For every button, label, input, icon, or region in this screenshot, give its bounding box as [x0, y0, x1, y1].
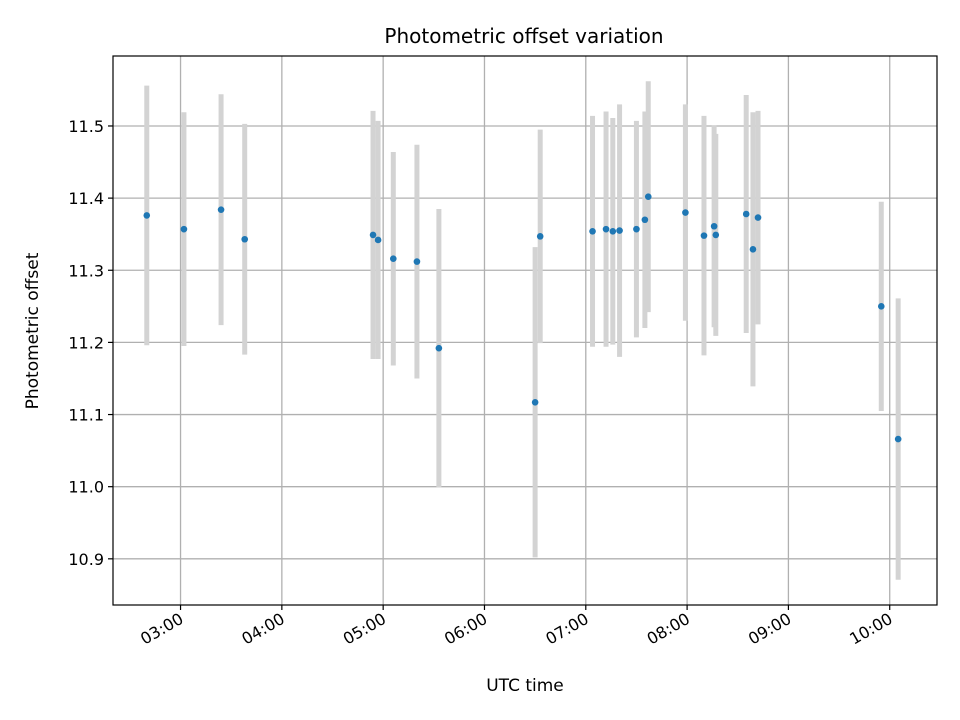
data-point: [633, 225, 640, 233]
y-tick-label: 11.2: [68, 333, 104, 352]
data-point: [710, 222, 718, 230]
data-point: [217, 206, 225, 213]
data-point: [180, 225, 188, 233]
y-tick-label: 11.0: [68, 478, 104, 497]
x-axis-ticks: 03:00 04:00 05:00 06:00 07:00 08:00 09:00 10:00: [137, 605, 896, 649]
y-tick-label: 11.3: [68, 261, 104, 280]
data-point: [616, 227, 623, 234]
data-point: [413, 258, 421, 265]
x-tick-label: 06:00: [441, 609, 490, 649]
x-tick-label: 04:00: [238, 609, 287, 649]
data-point: [712, 231, 720, 239]
plot-frame: [112, 55, 938, 606]
x-tick-label: 03:00: [137, 609, 186, 649]
data-point: [369, 231, 377, 239]
data-point: [435, 344, 443, 352]
data-point: [749, 246, 757, 253]
y-axis-label: Photometric offset: [23, 252, 43, 409]
chart-title: Photometric offset variation: [384, 24, 663, 48]
y-tick-label: 11.1: [68, 406, 104, 425]
y-axis-ticks: 10.9 11.0 11.1 11.2 11.3 11.4 11.5: [68, 117, 113, 569]
error-bars: [144, 81, 901, 580]
data-point: [682, 209, 689, 216]
data-point: [374, 236, 382, 244]
data-point: [894, 435, 902, 443]
data-point: [536, 233, 544, 240]
data-point: [644, 193, 652, 200]
x-tick-label: 05:00: [340, 609, 389, 649]
y-tick-label: 11.5: [68, 117, 104, 136]
x-tick-label: 10:00: [846, 609, 895, 649]
data-point: [700, 232, 708, 239]
grid-lines: [113, 56, 937, 605]
data-points: [143, 193, 902, 443]
data-point: [602, 225, 610, 233]
data-point: [143, 212, 151, 219]
data-point: [241, 235, 249, 243]
data-point: [609, 228, 617, 235]
data-point: [754, 214, 762, 221]
y-tick-label: 11.4: [68, 189, 104, 208]
data-point: [641, 216, 649, 224]
x-tick-label: 09:00: [745, 609, 794, 649]
data-point: [742, 210, 750, 218]
x-axis-label: UTC time: [486, 676, 564, 696]
x-tick-label: 08:00: [644, 609, 693, 649]
data-point: [877, 303, 885, 310]
data-point: [589, 228, 596, 235]
data-point: [389, 255, 397, 263]
data-point: [531, 398, 539, 406]
y-tick-label: 10.9: [68, 550, 104, 569]
x-tick-label: 07:00: [542, 609, 591, 649]
